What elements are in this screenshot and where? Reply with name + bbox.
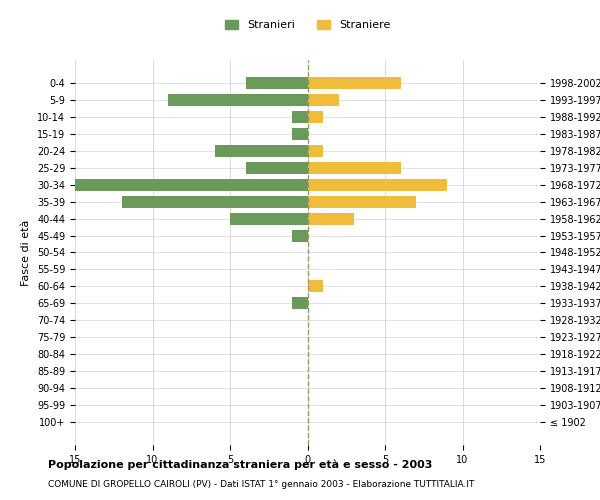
Bar (168, 94, 308, 106)
Bar (308, 145, 323, 157)
Text: COMUNE DI GROPELLO CAIROLI (PV) - Dati ISTAT 1° gennaio 2003 - Elaborazione TUTT: COMUNE DI GROPELLO CAIROLI (PV) - Dati I… (48, 480, 475, 489)
Bar (308, 162, 401, 174)
Legend: Stranieri, Straniere: Stranieri, Straniere (220, 16, 395, 35)
Y-axis label: Fasce di età: Fasce di età (22, 220, 31, 286)
Bar (245, 78, 308, 90)
Text: Popolazione per cittadinanza straniera per età e sesso - 2003: Popolazione per cittadinanza straniera p… (48, 460, 433, 470)
Bar (121, 196, 308, 207)
Bar (230, 213, 308, 224)
Bar (308, 78, 401, 90)
Bar (292, 230, 308, 241)
Bar (308, 94, 338, 106)
Bar (308, 213, 354, 224)
Bar (292, 112, 308, 123)
Bar (308, 112, 323, 123)
Bar (292, 298, 308, 309)
Bar (245, 162, 308, 174)
Bar (308, 179, 447, 191)
Bar (292, 128, 308, 140)
Bar (59, 179, 308, 191)
Bar (308, 196, 416, 207)
Bar (215, 145, 308, 157)
Bar (308, 280, 323, 292)
